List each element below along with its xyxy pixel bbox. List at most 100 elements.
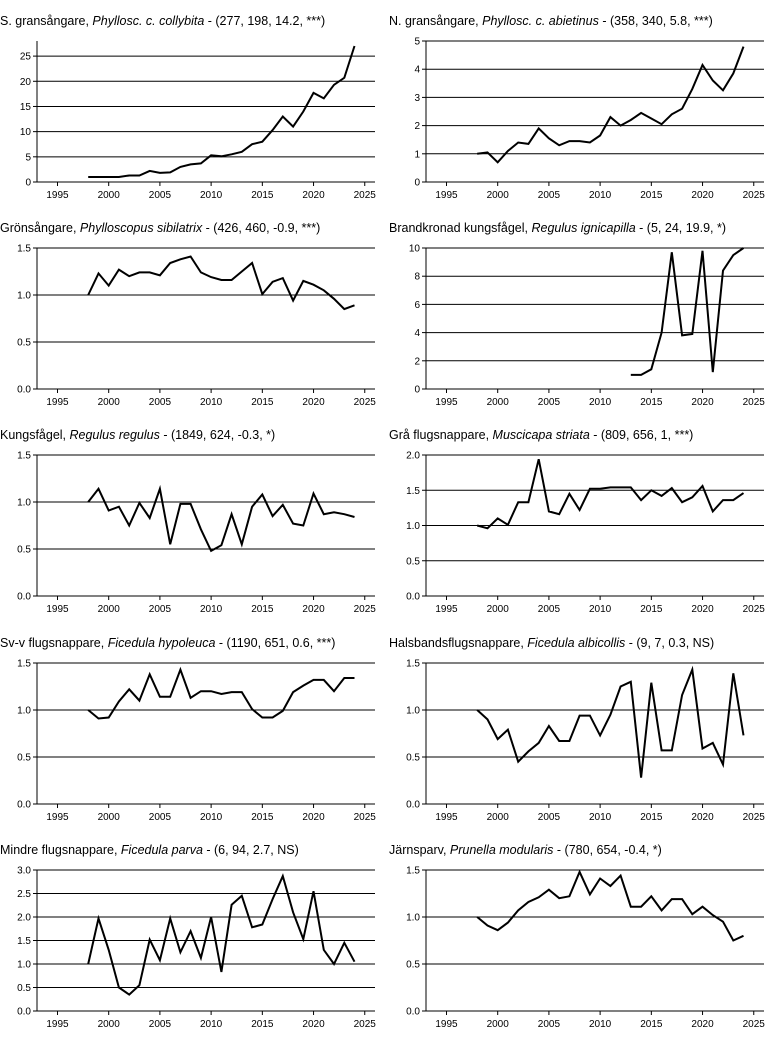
trend-stats: - (1849, 624, -0.3, *): [159, 428, 276, 442]
data-point: [588, 893, 591, 896]
y-tick-label: 0.0: [406, 592, 420, 603]
data-point: [353, 304, 356, 307]
data-point: [220, 278, 223, 281]
y-tick-label: 2.5: [17, 889, 31, 900]
data-point: [271, 129, 274, 132]
species-latin-name: Muscicapa striata: [492, 428, 590, 442]
x-tick-label: 2005: [149, 397, 172, 408]
x-tick-label: 2020: [691, 190, 714, 201]
data-point: [537, 127, 540, 130]
data-point: [517, 909, 520, 912]
data-point: [609, 116, 612, 119]
y-tick-label: 2: [414, 356, 420, 367]
data-point: [199, 271, 202, 274]
data-point: [732, 72, 735, 75]
data-point: [189, 163, 192, 166]
data-point: [599, 734, 602, 737]
data-point: [281, 709, 284, 712]
data-point: [496, 161, 499, 164]
data-point: [711, 914, 714, 917]
trend-stats: - (1190, 651, 0.6, ***): [215, 636, 336, 650]
data-point: [588, 714, 591, 717]
y-tick-label: 0.0: [17, 592, 31, 603]
species-common-name: Brandkronad kungsfågel,: [389, 221, 532, 235]
data-point: [578, 870, 581, 873]
data-point: [292, 299, 295, 302]
data-point: [578, 140, 581, 143]
data-point: [640, 905, 643, 908]
series-line: [87, 255, 355, 311]
data-point: [302, 684, 305, 687]
data-point: [599, 487, 602, 490]
y-tick-label: 6: [414, 300, 420, 311]
data-point: [261, 716, 264, 719]
x-tick-label: 2015: [251, 604, 274, 615]
y-tick-label: 0: [414, 385, 420, 396]
x-tick-label: 2025: [743, 1019, 766, 1030]
x-tick-label: 2000: [487, 1019, 510, 1030]
y-tick-label: 2.0: [406, 451, 420, 462]
species-latin-name: Prunella modularis: [449, 843, 554, 857]
data-point: [476, 709, 479, 712]
y-tick-label: 0.0: [406, 1007, 420, 1018]
data-point: [158, 959, 161, 962]
data-point: [496, 929, 499, 932]
data-point: [476, 524, 479, 527]
data-point: [158, 695, 161, 698]
x-tick-label: 2005: [538, 604, 561, 615]
data-point: [210, 916, 213, 919]
data-point: [97, 917, 100, 920]
chart-panel-2: N. gransångare, Phyllosc. c. abietinus -…: [389, 14, 769, 222]
x-tick-label: 1995: [435, 397, 458, 408]
x-tick-label: 2020: [691, 397, 714, 408]
x-tick-label: 2010: [589, 397, 612, 408]
data-point: [588, 141, 591, 144]
data-point: [281, 875, 284, 878]
data-point: [547, 137, 550, 140]
data-point: [681, 898, 684, 901]
y-tick-label: 4: [414, 65, 420, 76]
data-point: [302, 279, 305, 282]
data-point: [527, 750, 530, 753]
x-tick-label: 2000: [98, 397, 121, 408]
x-tick-label: 2000: [487, 604, 510, 615]
data-point: [97, 487, 100, 490]
series-line: [88, 45, 356, 178]
y-tick-label: 20: [20, 77, 32, 88]
y-tick-label: 0.5: [406, 960, 420, 971]
x-tick-label: 1995: [435, 604, 458, 615]
data-point: [251, 708, 254, 711]
data-point: [691, 668, 694, 671]
y-tick-label: 1.5: [17, 244, 31, 255]
data-point: [650, 489, 653, 492]
data-point: [281, 115, 284, 118]
data-point: [527, 900, 530, 903]
data-point: [578, 714, 581, 717]
data-point: [701, 905, 704, 908]
data-point: [670, 898, 673, 901]
y-tick-label: 1.5: [17, 451, 31, 462]
data-point: [599, 134, 602, 137]
data-point: [496, 517, 499, 520]
chart-title: Sv-v flugsnappare, Ficedula hypoleuca - …: [0, 636, 335, 650]
x-tick-label: 2020: [302, 190, 325, 201]
data-point: [107, 284, 110, 287]
data-point: [506, 523, 509, 526]
y-tick-label: 15: [20, 102, 32, 113]
data-point: [230, 513, 233, 516]
y-tick-label: 1.5: [406, 866, 420, 877]
data-point: [558, 513, 561, 516]
y-tick-label: 1.5: [406, 659, 420, 670]
species-common-name: Järnsparv,: [389, 843, 450, 857]
data-point: [148, 673, 151, 676]
data-point: [292, 125, 295, 128]
y-tick-label: 0.5: [17, 753, 31, 764]
data-point: [240, 150, 243, 153]
data-point: [629, 486, 632, 489]
data-point: [619, 685, 622, 688]
data-point: [547, 510, 550, 513]
data-point: [691, 496, 694, 499]
chart-plot: 0.0 0.5 1.0 1.5 1995 2000 2005 2010 2015 2020 2025: [17, 659, 376, 824]
x-tick-label: 2005: [538, 190, 561, 201]
data-point: [558, 897, 561, 900]
